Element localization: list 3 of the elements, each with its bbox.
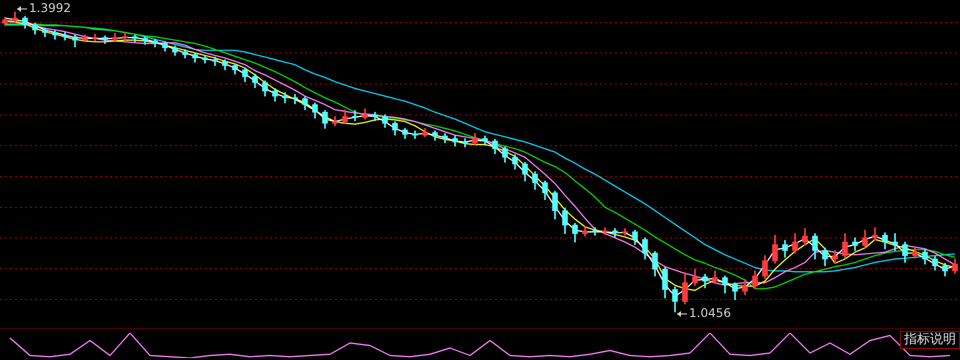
annotation: 指标说明 bbox=[900, 331, 960, 349]
annotation: 1.0456 bbox=[689, 306, 731, 320]
annotation: 1.3992 bbox=[29, 1, 71, 16]
